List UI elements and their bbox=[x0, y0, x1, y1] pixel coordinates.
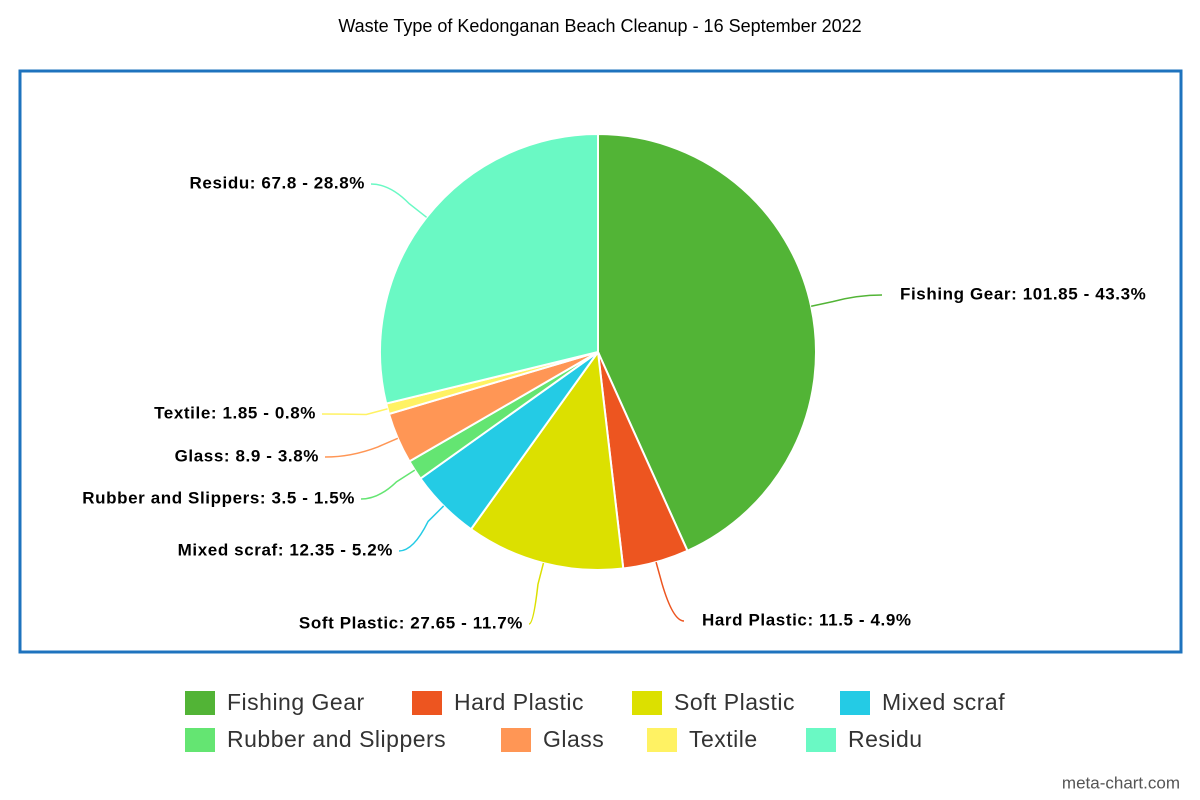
leader-line bbox=[810, 294, 883, 307]
legend-label: Rubber and Slippers bbox=[227, 726, 446, 752]
legend-label: Soft Plastic bbox=[674, 689, 795, 715]
legend-swatch bbox=[806, 728, 836, 752]
data-label: Hard Plastic: 11.5 - 4.9% bbox=[702, 610, 912, 629]
data-label: Glass: 8.9 - 3.8% bbox=[175, 446, 319, 465]
leader-line bbox=[370, 183, 428, 218]
chart-title: Waste Type of Kedonganan Beach Cleanup -… bbox=[338, 16, 861, 36]
leader-line bbox=[360, 469, 416, 500]
data-label: Textile: 1.85 - 0.8% bbox=[154, 403, 316, 422]
legend-label: Mixed scraf bbox=[882, 689, 1005, 715]
credit: meta-chart.com bbox=[1062, 773, 1180, 792]
legend-swatch bbox=[412, 691, 442, 715]
leader-line bbox=[321, 408, 388, 416]
legend-swatch bbox=[185, 691, 215, 715]
legend-label: Textile bbox=[689, 726, 758, 752]
legend-label: Hard Plastic bbox=[454, 689, 584, 715]
legend-swatch bbox=[501, 728, 531, 752]
pie-slice bbox=[379, 132, 599, 405]
legend-swatch bbox=[840, 691, 870, 715]
legend-swatch bbox=[632, 691, 662, 715]
pie-slice bbox=[469, 349, 625, 571]
data-label: Fishing Gear: 101.85 - 43.3% bbox=[900, 284, 1146, 303]
legend-swatch bbox=[647, 728, 677, 752]
legend-swatch bbox=[185, 728, 215, 752]
legend-label: Glass bbox=[543, 726, 604, 752]
data-label: Soft Plastic: 27.65 - 11.7% bbox=[299, 613, 523, 632]
leader-line bbox=[528, 562, 545, 625]
legend-label: Residu bbox=[848, 726, 923, 752]
leader-line bbox=[655, 561, 685, 622]
pie-slice bbox=[597, 132, 817, 553]
leader-line bbox=[398, 505, 445, 552]
data-label: Rubber and Slippers: 3.5 - 1.5% bbox=[82, 488, 355, 507]
data-label: Mixed scraf: 12.35 - 5.2% bbox=[178, 540, 393, 559]
plot-frame bbox=[18, 69, 1183, 654]
data-label: Residu: 67.8 - 28.8% bbox=[190, 173, 365, 192]
legend-label: Fishing Gear bbox=[227, 689, 365, 715]
leader-line bbox=[324, 437, 399, 458]
